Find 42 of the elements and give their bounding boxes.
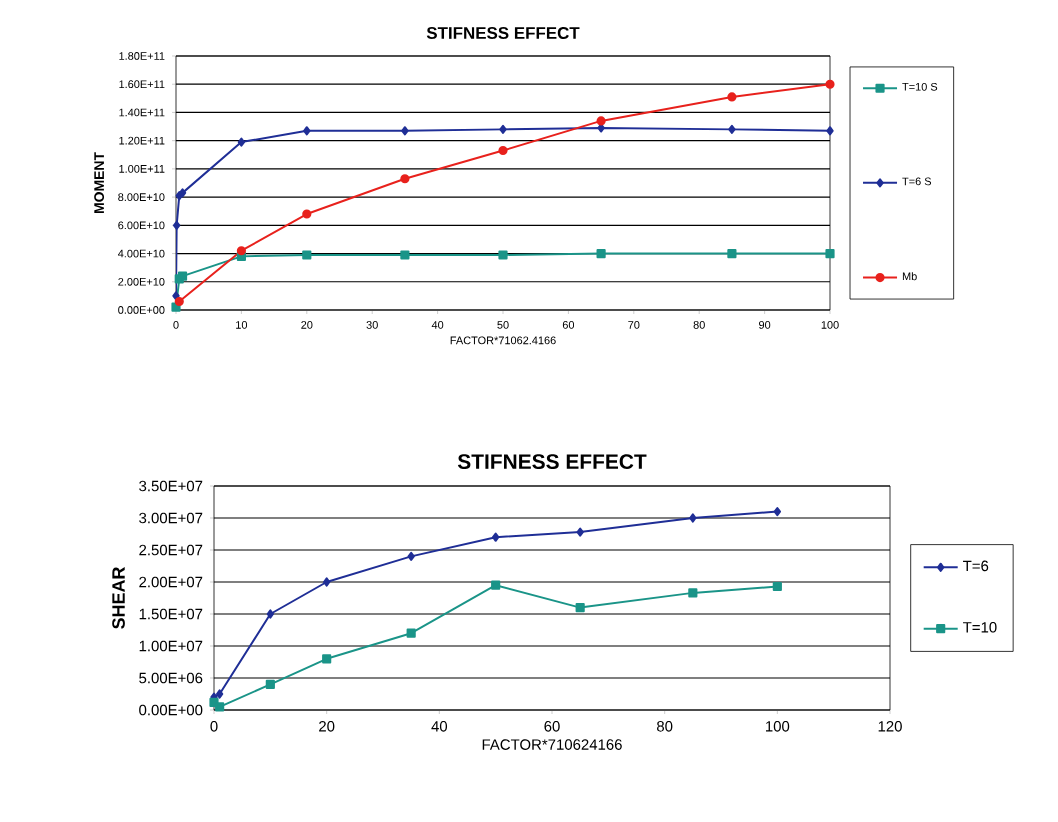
- point: [407, 551, 415, 561]
- point: [498, 250, 508, 260]
- point: [302, 209, 312, 219]
- point: [302, 250, 312, 260]
- point: [491, 580, 501, 590]
- point: [498, 145, 508, 156]
- point: [400, 174, 410, 184]
- point: [215, 689, 224, 699]
- point: [236, 246, 246, 256]
- point: [596, 116, 606, 126]
- chart-title: STIFNESS EFFECT: [457, 454, 647, 470]
- point: [174, 296, 184, 307]
- point: [265, 679, 275, 689]
- point: [322, 654, 332, 664]
- point: [772, 581, 782, 592]
- point: [406, 628, 416, 638]
- point: [727, 248, 737, 259]
- point: [266, 609, 275, 619]
- point: [491, 532, 500, 542]
- point: [499, 124, 507, 134]
- point: [215, 702, 225, 712]
- point: [596, 248, 606, 259]
- point: [171, 302, 181, 312]
- point: [401, 126, 409, 136]
- chart-title: STIFNESS EFFECT: [426, 27, 580, 39]
- point: [727, 92, 737, 102]
- point: [689, 513, 697, 523]
- point: [825, 248, 835, 259]
- point: [728, 124, 736, 134]
- point: [825, 79, 835, 89]
- point: [322, 577, 331, 587]
- point: [303, 126, 311, 136]
- point: [575, 603, 585, 613]
- point: [172, 220, 181, 230]
- point: [576, 527, 584, 537]
- point: [237, 137, 246, 147]
- point: [688, 588, 698, 598]
- y-axis-title: SHEAR: [112, 566, 125, 629]
- point: [826, 126, 834, 136]
- point: [172, 291, 180, 301]
- point: [773, 507, 782, 517]
- point: [400, 250, 410, 260]
